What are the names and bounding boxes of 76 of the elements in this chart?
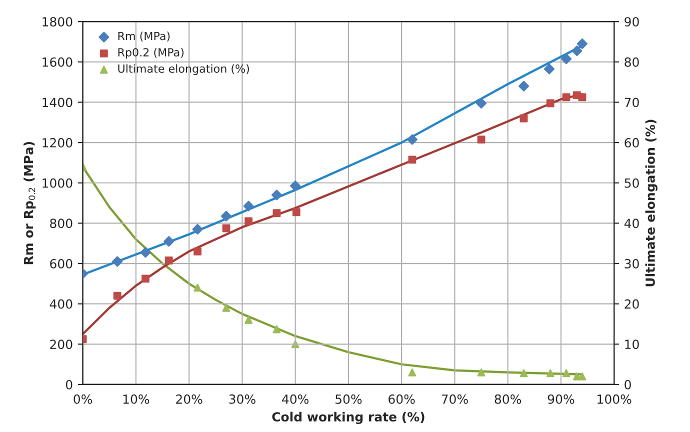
x-tick-label: 60% <box>388 394 415 404</box>
y2-tick-label: 10 <box>625 340 639 350</box>
point <box>271 190 282 200</box>
point <box>562 369 570 378</box>
y2-tick-label: 0 <box>624 380 631 390</box>
point <box>164 236 174 247</box>
point <box>290 180 301 192</box>
point <box>222 224 230 232</box>
point <box>112 256 123 267</box>
y-tick-label: 1600 <box>42 57 72 67</box>
point <box>406 134 418 145</box>
y2-tick-label: 90 <box>624 17 639 27</box>
y2-tick-label: 30 <box>624 258 639 268</box>
y2-tick-label: 60 <box>624 138 639 148</box>
point <box>272 209 281 218</box>
point <box>576 38 588 50</box>
x-tick-label: 50% <box>336 394 362 404</box>
point <box>546 99 554 108</box>
point <box>562 93 570 102</box>
point <box>408 156 416 164</box>
point <box>520 369 528 378</box>
point <box>546 369 554 378</box>
x-tick-label: 100% <box>598 394 632 404</box>
point <box>578 372 586 380</box>
point <box>244 316 253 324</box>
point <box>244 217 253 226</box>
y2-tick-label: 40 <box>624 218 639 228</box>
point <box>220 210 232 222</box>
x-tick-label: 70% <box>442 394 468 404</box>
y-tick-label: 600 <box>50 258 72 268</box>
y2-tick-label: 50 <box>624 178 639 188</box>
point <box>164 256 173 264</box>
y-tick-label: 0 <box>66 380 72 390</box>
point <box>544 64 555 74</box>
point <box>272 325 281 334</box>
y2-tick-label: 70 <box>624 98 639 108</box>
x-tick-label: 30% <box>229 394 256 404</box>
point <box>518 80 530 92</box>
x-tick-label: 20% <box>176 394 202 404</box>
y2-tick-label: 20 <box>624 299 639 309</box>
y-tick-label: 1800 <box>42 17 72 27</box>
y-tick-label: 400 <box>50 299 72 309</box>
legend-label: Ultimate elongation (%) <box>118 64 249 75</box>
y-tick-label: 1000 <box>42 178 72 188</box>
point <box>520 114 528 122</box>
point <box>578 93 586 102</box>
point <box>572 46 582 56</box>
point <box>222 304 230 312</box>
point <box>194 247 202 256</box>
y-tick-label: 800 <box>50 218 72 228</box>
y2-tick-label: 80 <box>624 57 639 67</box>
y2-axis-title: Ultimate elongation (%) <box>645 120 658 286</box>
point <box>477 136 486 144</box>
point <box>194 284 202 292</box>
y-axis-title: Rm or Rp$_{0.2}$ (MPa) <box>24 142 36 264</box>
y-tick-label: 1400 <box>42 98 72 108</box>
point <box>477 368 486 376</box>
x-tick-label: 0% <box>74 394 92 404</box>
point <box>243 200 254 212</box>
x-axis-title: Cold working rate (%) <box>272 412 424 424</box>
x-tick-label: 40% <box>282 394 309 404</box>
legend-label: Rm (MPa) <box>118 32 170 42</box>
point <box>560 54 572 64</box>
x-tick-label: 10% <box>123 394 150 404</box>
point <box>142 274 150 283</box>
point <box>113 292 122 300</box>
x-tick-label: 90% <box>548 394 574 404</box>
x-tick-label: 80% <box>494 394 522 404</box>
y-tick-label: 1200 <box>42 138 72 148</box>
point <box>140 247 151 258</box>
point <box>192 224 203 235</box>
legend-label: Rp0.2 (MPa) <box>118 48 184 59</box>
y-tick-label: 200 <box>50 340 72 350</box>
point <box>292 208 300 216</box>
point <box>408 368 416 376</box>
point <box>476 98 487 109</box>
